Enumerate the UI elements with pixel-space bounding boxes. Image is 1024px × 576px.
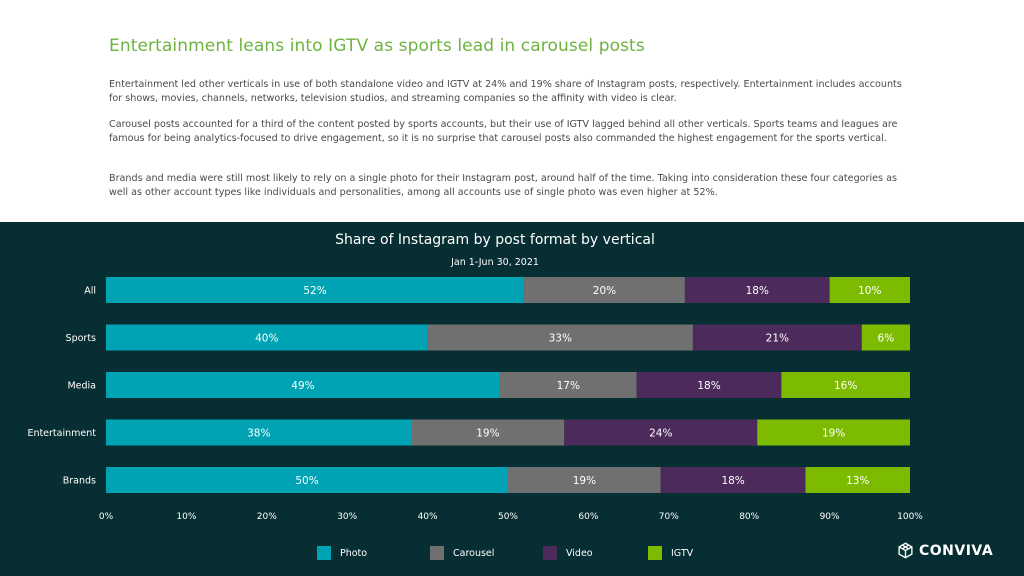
legend-item-video: Video: [543, 546, 593, 560]
data-label: 19%: [822, 428, 845, 440]
chart-legend: Photo Carousel Video IGTV: [0, 546, 1024, 562]
x-tick-label: 10%: [176, 512, 196, 522]
bar-photo-media: [106, 372, 500, 398]
data-label: 52%: [303, 285, 326, 297]
bar-video-brands: [660, 467, 806, 493]
bar-igtv-all: [829, 277, 910, 303]
bar-carousel-media: [499, 372, 637, 398]
bar-igtv-sports: [861, 324, 910, 351]
category-label: Media: [67, 381, 96, 392]
paragraph-entertainment: Entertainment led other verticals in use…: [109, 79, 902, 104]
legend-item-photo: Photo: [317, 546, 367, 560]
x-tick-label: 30%: [337, 512, 357, 522]
data-label: 38%: [247, 428, 270, 440]
chart-subtitle: Jan 1-Jun 30, 2021: [451, 257, 539, 268]
x-tick-label: 90%: [820, 512, 840, 522]
x-tick-label: 60%: [578, 512, 598, 522]
x-tick-label: 40%: [418, 512, 438, 522]
data-label: 18%: [746, 285, 769, 297]
bar-igtv-entertainment: [757, 419, 910, 446]
x-tick-label: 50%: [498, 512, 518, 522]
legend-swatch: [648, 546, 662, 560]
stacked-bar-chart: All 52% 20% 18% 10% Sports 40% 33% 21% 6% Media 49%…: [27, 277, 923, 522]
brand-logo: CONVIVA: [897, 542, 993, 559]
data-label: 50%: [295, 475, 318, 487]
x-tick-label: 0%: [99, 512, 114, 522]
bar-photo-brands: [106, 467, 508, 493]
legend-label: Carousel: [453, 547, 495, 559]
bar-igtv-brands: [805, 467, 910, 493]
bar-carousel-entertainment: [411, 419, 565, 446]
bar-carousel-brands: [508, 467, 661, 493]
data-label: 18%: [721, 475, 744, 487]
paragraph-brands-media: Brands and media were still most likely …: [109, 173, 897, 198]
paragraph-sports: Carousel posts accounted for a third of …: [109, 119, 898, 144]
bar-video-entertainment: [564, 419, 758, 446]
data-label: 33%: [549, 333, 572, 345]
category-label: Entertainment: [27, 428, 96, 439]
legend-swatch: [543, 546, 557, 560]
data-label: 6%: [878, 333, 895, 345]
bar-photo-sports: [106, 324, 428, 351]
legend-label: Photo: [340, 547, 368, 559]
data-label: 20%: [593, 285, 616, 297]
bar-carousel-all: [524, 277, 685, 303]
chart-title: Share of Instagram by post format by ver…: [335, 232, 655, 248]
x-tick-label: 20%: [257, 512, 277, 522]
data-label: 21%: [766, 333, 789, 345]
bar-igtv-media: [781, 372, 910, 398]
brand-name: CONVIVA: [919, 542, 994, 559]
bar-video-sports: [692, 324, 862, 351]
legend-swatch: [317, 546, 331, 560]
legend-swatch: [430, 546, 444, 560]
data-label: 18%: [697, 380, 720, 392]
data-label: 19%: [476, 428, 499, 440]
data-label: 13%: [846, 475, 869, 487]
legend-label: IGTV: [671, 547, 694, 559]
bar-carousel-sports: [427, 324, 693, 351]
text-section: Entertainment leans into IGTV as sports …: [0, 0, 1024, 222]
x-tick-label: 70%: [659, 512, 679, 522]
legend-item-carousel: Carousel: [430, 546, 494, 560]
legend-item-igtv: IGTV: [648, 546, 693, 560]
bar-photo-entertainment: [106, 419, 412, 446]
bar-video-media: [636, 372, 782, 398]
x-tick-label: 100%: [897, 512, 923, 522]
legend-label: Video: [566, 547, 593, 559]
chart-panel: Share of Instagram by post format by ver…: [0, 222, 1024, 576]
data-label: 40%: [255, 333, 278, 345]
bar-photo-all: [106, 277, 525, 303]
data-label: 49%: [291, 380, 314, 392]
category-label: Sports: [66, 333, 97, 344]
data-label: 19%: [573, 475, 596, 487]
category-label: All: [84, 286, 96, 297]
conviva-logo-icon: [898, 542, 913, 559]
data-label: 24%: [649, 428, 672, 440]
data-label: 17%: [557, 380, 580, 392]
page-title: Entertainment leans into IGTV as sports …: [109, 36, 645, 56]
x-tick-label: 80%: [739, 512, 759, 522]
data-label: 16%: [834, 380, 857, 392]
data-label: 10%: [858, 285, 881, 297]
category-label: Brands: [63, 476, 96, 487]
bar-video-all: [684, 277, 830, 303]
